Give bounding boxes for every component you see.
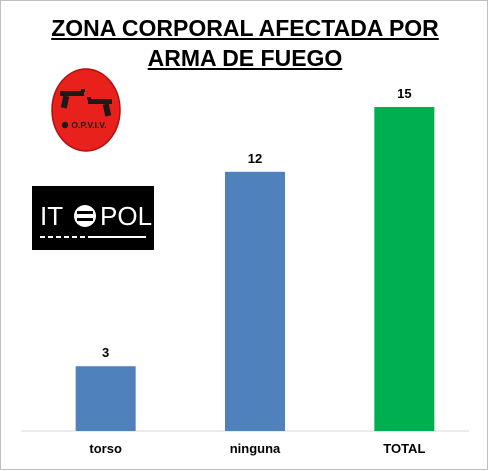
chart-title: ZONA CORPORAL AFECTADA POR ARMA DE FUEGO <box>1 13 488 73</box>
bar-total <box>374 107 435 431</box>
x-tick-label-ninguna: ninguna <box>230 441 281 456</box>
x-tick-label-torso: torso <box>89 441 122 456</box>
chart-title-line-2: ARMA DE FUEGO <box>147 45 343 71</box>
bar-torso <box>75 366 136 431</box>
opviv-logo: O.P.V.I.V. <box>51 68 121 152</box>
opviv-logo-text: O.P.V.I.V. <box>71 120 106 130</box>
data-label-total: 15 <box>397 86 411 101</box>
svg-text:POL: POL <box>100 201 152 231</box>
data-label-torso: 3 <box>102 345 109 360</box>
bar-ninguna <box>225 171 285 432</box>
itepol-logo: IT POL <box>32 186 154 250</box>
chart-title-line-1: ZONA CORPORAL AFECTADA POR <box>51 15 439 41</box>
x-tick-label-total: TOTAL <box>383 441 425 456</box>
data-label-ninguna: 12 <box>248 151 262 166</box>
svg-text:IT: IT <box>40 201 63 231</box>
